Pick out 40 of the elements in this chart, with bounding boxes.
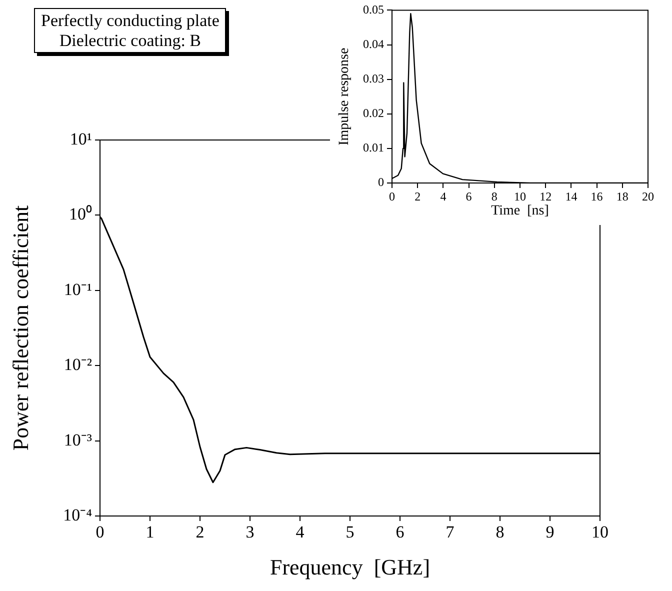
y-tick-label: 10⁻²: [64, 355, 92, 374]
x-tick-label: 4: [440, 189, 446, 204]
y-axis-title: Impulse response: [337, 48, 352, 146]
x-tick-label: 3: [246, 522, 254, 542]
text: Dielectric coating: B: [59, 30, 202, 50]
x-tick-label: 4: [296, 522, 305, 542]
y-tick-label: 10⁻¹: [64, 280, 92, 299]
x-tick-label: 8: [491, 189, 498, 204]
x-tick-label: 20: [642, 189, 654, 204]
x-tick-label: 5: [346, 522, 354, 542]
x-tick-label: 16: [590, 189, 603, 204]
x-tick-label: 6: [466, 189, 472, 204]
x-tick-label: 1: [146, 522, 154, 542]
x-tick-label: 9: [546, 522, 554, 542]
x-tick-label: 12: [540, 189, 552, 204]
x-tick-label: 2: [414, 189, 421, 204]
x-tick-label: 18: [616, 189, 628, 204]
y-tick-label: 10⁻³: [64, 430, 92, 450]
y-tick-label: 10⁰: [69, 204, 92, 224]
x-tick-label: 2: [196, 522, 204, 542]
y-tick-label: 10¹: [70, 129, 92, 148]
y-tick-label: 0.03: [363, 71, 384, 86]
x-tick-label: 14: [565, 189, 578, 204]
y-axis-title: Power reflection coefficient: [8, 205, 33, 451]
x-axis-title: Frequency [GHz]: [270, 554, 430, 580]
x-axis-title: Time [ns]: [491, 203, 549, 218]
x-tick-label: 6: [396, 522, 404, 542]
x-tick-label: 0: [389, 189, 395, 204]
x-tick-label: 8: [496, 522, 504, 542]
y-tick-label: 0.04: [363, 36, 384, 51]
y-tick-label: 0.02: [363, 106, 384, 120]
y-tick-label: 0.01: [363, 140, 384, 155]
x-tick-label: 10: [592, 522, 608, 542]
y-tick-label: 0.05: [363, 2, 384, 16]
x-tick-label: 10: [514, 189, 526, 204]
x-tick-label: 0: [96, 522, 104, 542]
y-tick-label: 0: [378, 175, 384, 190]
x-tick-label: 7: [446, 522, 455, 542]
y-tick-label: 10⁻⁴: [63, 505, 92, 524]
text: Perfectly conducting plate: [41, 11, 220, 30]
